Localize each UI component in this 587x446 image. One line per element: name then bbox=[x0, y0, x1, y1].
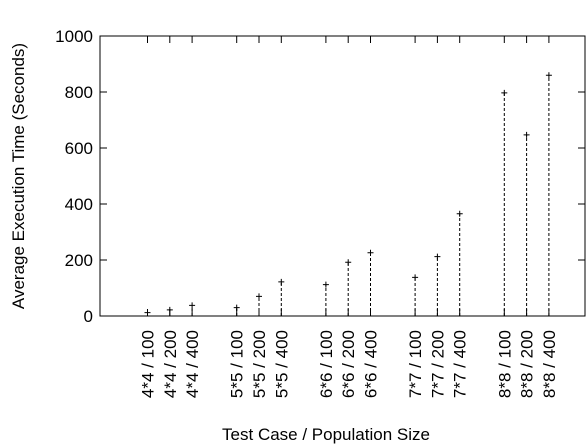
x-axis: 4*4 / 100 4*4 / 200 4*4 / 400 5*5 / 100 5*5 … bbox=[139, 36, 559, 398]
x-tick-label: 6*6 / 200 bbox=[339, 330, 358, 398]
data-point bbox=[233, 304, 240, 311]
data-point bbox=[189, 302, 196, 309]
data-point bbox=[456, 210, 463, 217]
data-point bbox=[545, 72, 552, 79]
data-marks bbox=[144, 72, 552, 316]
data-point bbox=[278, 278, 285, 285]
x-tick-label: 6*6 / 100 bbox=[317, 330, 336, 398]
y-tick-label: 200 bbox=[65, 251, 93, 270]
y-tick-label: 0 bbox=[84, 307, 93, 326]
y-axis-label: Average Execution Time (Seconds) bbox=[9, 43, 28, 309]
y-tick-label: 400 bbox=[65, 195, 93, 214]
data-point bbox=[523, 131, 530, 138]
x-tick-label: 4*4 / 100 bbox=[139, 330, 158, 398]
plot-border bbox=[99, 35, 586, 317]
x-tick-label: 7*7 / 100 bbox=[406, 330, 425, 398]
x-tick-label: 5*5 / 400 bbox=[272, 330, 291, 398]
x-axis-label: Test Case / Population Size bbox=[222, 425, 430, 444]
y-tick-label: 600 bbox=[65, 139, 93, 158]
x-tick-label: 5*5 / 100 bbox=[228, 330, 247, 398]
data-point bbox=[345, 259, 352, 266]
data-point bbox=[367, 249, 374, 256]
plot-frame bbox=[99, 35, 586, 317]
x-tick-label: 8*8 / 200 bbox=[518, 330, 537, 398]
x-tick-label: 8*8 / 400 bbox=[540, 330, 559, 398]
data-point bbox=[256, 293, 262, 300]
x-tick-label: 8*8 / 100 bbox=[495, 330, 514, 398]
y-tick-label: 1000 bbox=[55, 27, 93, 46]
data-point bbox=[166, 306, 173, 313]
x-tick-label: 6*6 / 400 bbox=[362, 330, 381, 398]
y-axis: 0 200 400 600 800 1000 bbox=[55, 27, 585, 326]
y-tick-label: 800 bbox=[65, 83, 93, 102]
x-tick-label: 5*5 / 200 bbox=[250, 330, 269, 398]
x-tick-label: 7*7 / 200 bbox=[428, 330, 447, 398]
x-tick-label: 7*7 / 400 bbox=[451, 330, 470, 398]
data-point bbox=[434, 253, 441, 260]
x-tick-label: 4*4 / 200 bbox=[161, 330, 180, 398]
x-tick-label: 4*4 / 400 bbox=[183, 330, 202, 398]
data-point bbox=[144, 309, 151, 316]
data-point bbox=[412, 274, 419, 281]
data-point bbox=[322, 281, 329, 288]
data-point bbox=[501, 89, 508, 96]
